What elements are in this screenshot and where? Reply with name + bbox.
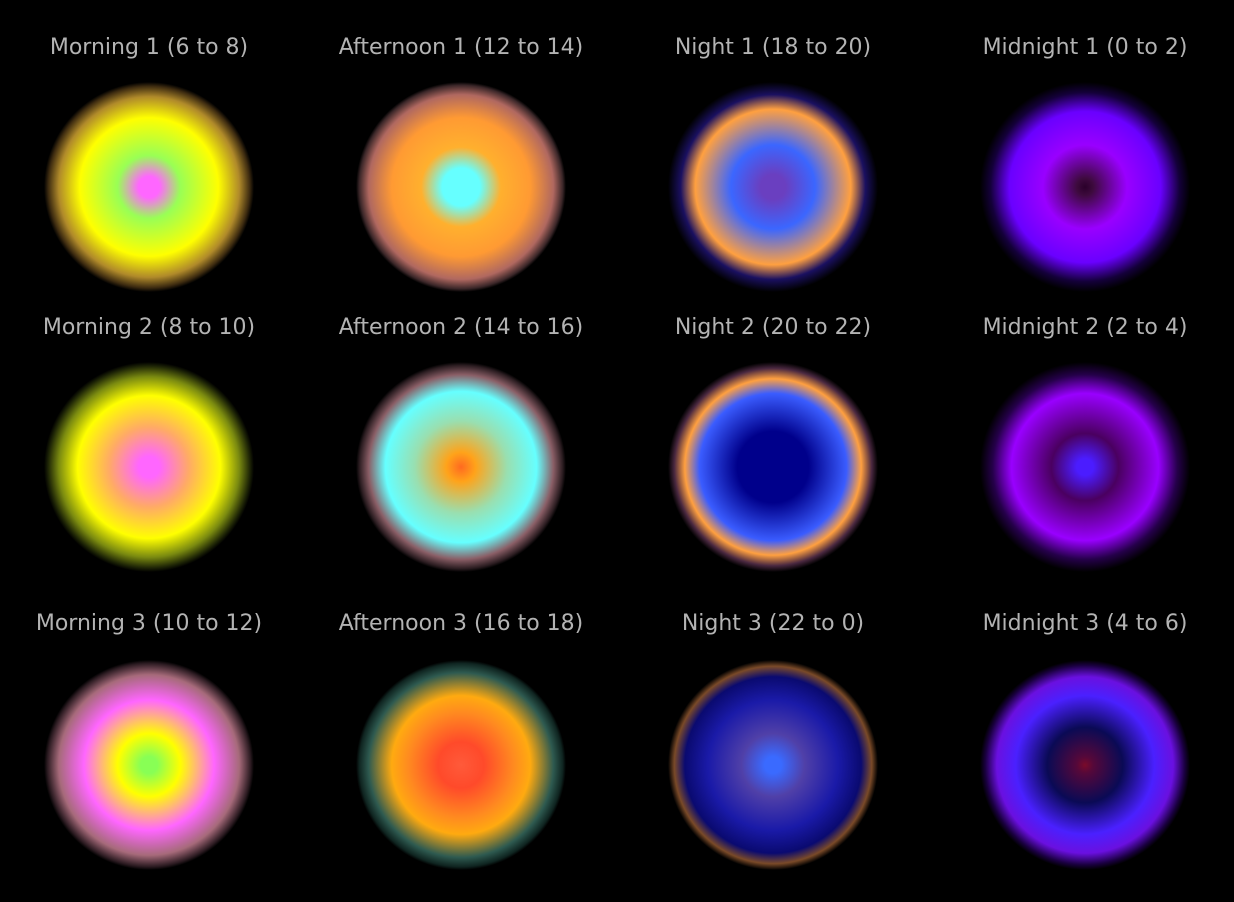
gradient-orb-afternoon-2 [356,362,566,572]
orb-card-midnight-2: Midnight 2 (2 to 4) [935,315,1234,595]
orb-card-night-1: Night 1 (18 to 20) [623,35,923,315]
orb-label: Afternoon 3 (16 to 18) [338,611,584,636]
orb-label: Afternoon 1 (12 to 14) [338,35,584,60]
gradient-orb-midnight-1 [980,82,1190,292]
orb-label: Night 1 (18 to 20) [674,35,872,60]
orb-label: Midnight 1 (0 to 2) [982,35,1188,60]
orb-card-morning-2: Morning 2 (8 to 10) [0,315,299,595]
orb-label: Morning 2 (8 to 10) [42,315,256,340]
orb-card-afternoon-3: Afternoon 3 (16 to 18) [311,611,611,891]
gradient-orb-morning-3 [44,660,254,870]
orb-card-night-3: Night 3 (22 to 0) [623,611,923,891]
gradient-orb-night-3 [668,660,878,870]
orb-label: Night 2 (20 to 22) [674,315,872,340]
gradient-orb-midnight-3 [980,660,1190,870]
gradient-orb-morning-1 [44,82,254,292]
orb-label: Night 3 (22 to 0) [681,611,865,636]
orb-card-night-2: Night 2 (20 to 22) [623,315,923,595]
orb-card-morning-1: Morning 1 (6 to 8) [0,35,299,315]
gradient-orb-midnight-2 [980,362,1190,572]
orb-card-midnight-3: Midnight 3 (4 to 6) [935,611,1234,891]
orb-label: Morning 1 (6 to 8) [49,35,249,60]
gradient-orb-afternoon-3 [356,660,566,870]
orb-card-afternoon-2: Afternoon 2 (14 to 16) [311,315,611,595]
gradient-orb-afternoon-1 [356,82,566,292]
orb-label: Midnight 3 (4 to 6) [982,611,1188,636]
orb-label: Afternoon 2 (14 to 16) [338,315,584,340]
orb-card-afternoon-1: Afternoon 1 (12 to 14) [311,35,611,315]
gradient-orb-night-1 [668,82,878,292]
orb-label: Midnight 2 (2 to 4) [982,315,1188,340]
gradient-orb-night-2 [668,362,878,572]
orb-card-morning-3: Morning 3 (10 to 12) [0,611,299,891]
orb-label: Morning 3 (10 to 12) [35,611,263,636]
gradient-orb-morning-2 [44,362,254,572]
orb-card-midnight-1: Midnight 1 (0 to 2) [935,35,1234,315]
